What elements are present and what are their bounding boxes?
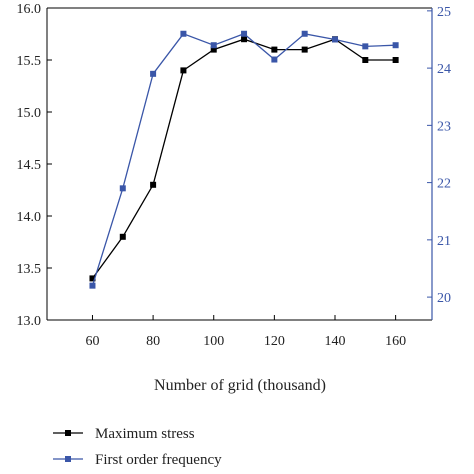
left-tick-label: 14.5 — [17, 158, 42, 173]
right-tick-label: 23 — [437, 119, 451, 134]
right-tick-label: 22 — [437, 177, 451, 192]
x-tick-label: 100 — [203, 334, 224, 349]
left-tick-label: 14.0 — [17, 210, 42, 225]
right-tick-label: 25 — [437, 5, 451, 20]
left-tick-label: 13.0 — [17, 314, 42, 329]
right-tick-label: 24 — [437, 62, 451, 77]
left-tick-label: 13.5 — [17, 262, 42, 277]
series-2-point — [362, 43, 369, 50]
series-1-point — [89, 275, 96, 282]
series-1-point — [392, 57, 399, 63]
series-1-point — [241, 36, 248, 43]
series-2-point — [89, 282, 96, 289]
x-axis-label: Number of grid (thousand) — [154, 377, 326, 394]
series-line-1 — [91, 38, 396, 279]
series-1-point — [271, 46, 278, 53]
series-2-point — [271, 56, 278, 63]
x-tick-label: 160 — [385, 334, 406, 349]
series-2-point — [392, 42, 399, 49]
series-2-point — [150, 70, 157, 77]
right-tick-label: 20 — [437, 291, 451, 306]
series-1-point — [119, 233, 126, 240]
axes — [46, 7, 433, 321]
left-tick-label: 16.0 — [17, 2, 42, 17]
x-tick-label: 120 — [264, 334, 285, 349]
left-tick-label: 15.5 — [17, 54, 42, 69]
x-tick-label: 60 — [85, 334, 99, 349]
series-2-point — [331, 36, 338, 43]
x-tick-label: 140 — [324, 334, 345, 349]
series-2-point — [301, 30, 308, 37]
series — [89, 30, 399, 289]
right-tick-label: 21 — [437, 234, 451, 249]
series-2-point — [241, 30, 248, 37]
legend-marker-2 — [65, 456, 71, 462]
series-1-point — [301, 46, 308, 53]
left-tick-label: 15.0 — [17, 106, 42, 121]
series-2-point — [210, 42, 217, 49]
ticks: 13.0 13.5 14.0 14.5 15.0 15.5 16.0 20 21 22 23 24 25… — [17, 2, 452, 349]
x-tick-label: 80 — [146, 334, 160, 349]
legend-label-1: Maximum stress — [95, 426, 195, 442]
series-line-2 — [91, 33, 396, 286]
legend-label-2: First order frequency — [95, 452, 222, 468]
series-1-point — [150, 181, 157, 188]
series-1-point — [210, 46, 217, 53]
legend: Maximum stress First order frequency — [53, 426, 222, 468]
legend-marker-1 — [65, 430, 71, 436]
series-2-point — [119, 185, 126, 192]
series-1-point — [180, 67, 187, 74]
series-1-point — [362, 57, 369, 63]
series-2-point — [180, 30, 187, 37]
